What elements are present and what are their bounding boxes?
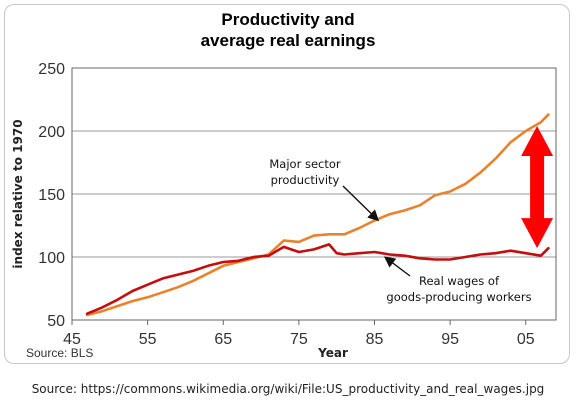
chart-frame xyxy=(4,4,570,364)
annotation-productivity-arrow xyxy=(342,185,380,222)
x-tick-label: 75 xyxy=(290,331,308,348)
wages-series-line xyxy=(85,243,550,316)
x-tick-label: 85 xyxy=(366,331,384,348)
annotation-wages-label: Real wages of xyxy=(419,274,500,288)
chart-title-line: average real earnings xyxy=(201,31,376,50)
annotation-wages-label: goods-producing workers xyxy=(386,290,531,304)
productivity-series-line xyxy=(85,113,550,317)
x-axis-label: Year xyxy=(317,346,348,360)
x-tick-label: 55 xyxy=(139,331,157,348)
x-tick-label: 65 xyxy=(214,331,232,348)
x-tick-label: 45 xyxy=(63,331,81,348)
annotation-productivity-label: productivity xyxy=(271,173,340,187)
y-tick-label: 200 xyxy=(38,124,65,141)
y-tick-label: 100 xyxy=(38,250,65,267)
chart-source-note: Source: BLS xyxy=(26,346,93,360)
x-tick-label: 95 xyxy=(441,331,459,348)
productivity-wages-chart: Productivity and average real earnings 50 1… xyxy=(11,10,557,360)
y-tick-label: 250 xyxy=(38,61,65,78)
plot-area-border xyxy=(71,67,557,321)
gap-double-arrow xyxy=(521,125,554,249)
annotation-wages-arrow xyxy=(383,256,411,277)
chart-title-line: Productivity and xyxy=(221,10,354,29)
annotation-productivity-label: Major sector xyxy=(269,157,341,171)
y-tick-label: 50 xyxy=(47,313,65,330)
y-axis-label: index relative to 1970 xyxy=(11,119,25,268)
x-tick-label: 05 xyxy=(517,331,535,348)
y-tick-label: 150 xyxy=(38,187,65,204)
image-source-caption: Source: https://commons.wikimedia.org/wi… xyxy=(31,382,545,396)
